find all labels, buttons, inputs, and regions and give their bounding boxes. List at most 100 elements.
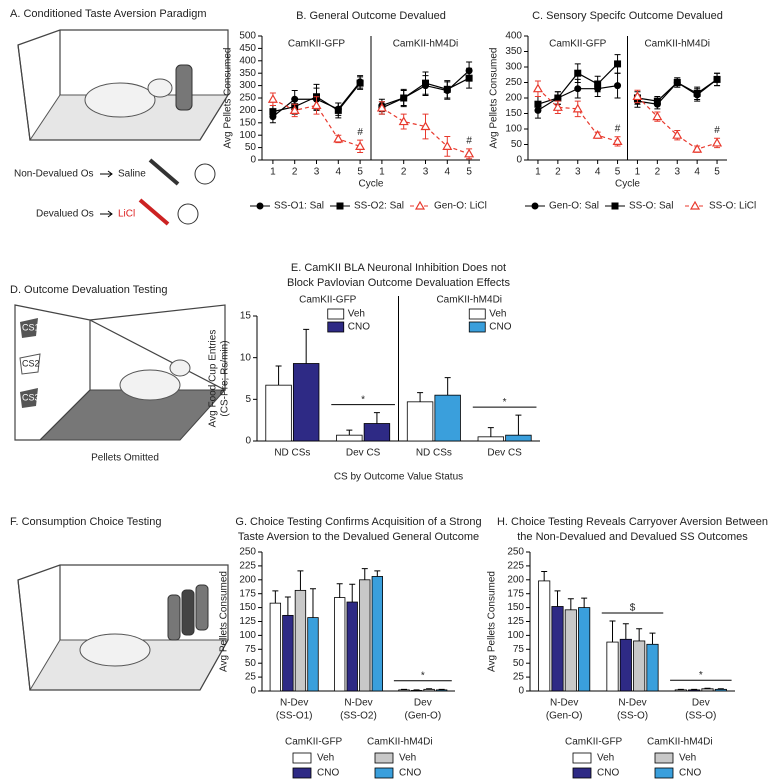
y-tick-label: 50 bbox=[245, 142, 257, 153]
y-tick-label: 175 bbox=[507, 588, 524, 599]
y-tick-label: 5 bbox=[245, 394, 251, 405]
legend-label: SS-O1: Sal bbox=[274, 201, 324, 212]
annotation: $ bbox=[630, 603, 636, 614]
data-point bbox=[357, 80, 364, 87]
panel-title: D. Outcome Devaluation Testing bbox=[10, 284, 168, 296]
chart-title: Block Pavlovian Outcome Devaluation Effe… bbox=[287, 277, 510, 289]
bar bbox=[308, 618, 319, 691]
arrow bbox=[100, 211, 112, 217]
bar bbox=[607, 642, 618, 691]
data-point bbox=[614, 60, 621, 67]
y-tick-label: 200 bbox=[239, 574, 256, 585]
face bbox=[178, 204, 198, 224]
legend-swatch bbox=[328, 322, 344, 332]
error-bar bbox=[414, 690, 420, 691]
legend-swatch bbox=[293, 768, 311, 778]
y-tick-label: 400 bbox=[239, 55, 256, 66]
data-point bbox=[444, 86, 451, 93]
legend-label: Veh bbox=[317, 753, 334, 764]
annotation: # bbox=[615, 123, 621, 134]
bar bbox=[506, 435, 532, 441]
x-tick-label: Dev bbox=[414, 698, 432, 709]
label: Saline bbox=[118, 169, 146, 180]
data-point bbox=[269, 95, 277, 102]
caption: Pellets Omitted bbox=[91, 453, 159, 464]
legend-label: Veh bbox=[348, 309, 365, 320]
face bbox=[195, 164, 215, 184]
error-bar bbox=[691, 689, 697, 690]
label: LiCl bbox=[118, 209, 135, 220]
x-tick-label: (SS-O2) bbox=[340, 711, 377, 722]
bar bbox=[266, 385, 292, 441]
y-tick-label: 125 bbox=[507, 616, 524, 627]
error-bar bbox=[445, 378, 451, 396]
legend-swatch bbox=[573, 768, 591, 778]
bar bbox=[372, 576, 383, 691]
error-bar bbox=[374, 413, 380, 424]
cage-illustration bbox=[18, 565, 228, 690]
data-point bbox=[534, 101, 541, 108]
x-tick-label: (SS-O) bbox=[685, 711, 716, 722]
y-axis-label: Avg Food Cup Entries bbox=[208, 330, 219, 428]
bar bbox=[552, 606, 563, 691]
series-line bbox=[637, 96, 717, 149]
error-bar bbox=[426, 689, 432, 690]
data-point bbox=[714, 76, 721, 83]
legend-label: Veh bbox=[679, 753, 696, 764]
legend-swatch bbox=[655, 768, 673, 778]
panel-label: CamKII-GFP bbox=[549, 39, 607, 50]
panel-label: CamKII-GFP bbox=[288, 39, 346, 50]
y-tick-label: 100 bbox=[505, 124, 522, 135]
data-point bbox=[654, 98, 661, 105]
y-tick-label: 75 bbox=[513, 644, 525, 655]
x-tick-label: 2 bbox=[401, 167, 407, 178]
error-bar bbox=[439, 689, 445, 690]
y-tick-label: 300 bbox=[505, 62, 522, 73]
y-tick-label: 175 bbox=[239, 588, 256, 599]
x-tick-label: 4 bbox=[336, 167, 342, 178]
error-bar bbox=[285, 597, 291, 615]
y-tick-label: 250 bbox=[507, 547, 524, 558]
error-bar bbox=[610, 621, 616, 642]
legend-label: CNO bbox=[399, 768, 421, 779]
cue-label: CS1 bbox=[22, 322, 40, 332]
y-tick-label: 200 bbox=[507, 574, 524, 585]
y-tick-label: 400 bbox=[505, 31, 522, 42]
data-point bbox=[534, 85, 542, 92]
data-point bbox=[335, 107, 342, 114]
x-tick-label: 1 bbox=[635, 167, 641, 178]
legend-marker bbox=[257, 203, 264, 210]
legend-swatch bbox=[655, 753, 673, 763]
bar bbox=[715, 689, 726, 691]
x-tick-label: 3 bbox=[423, 167, 429, 178]
y-tick-label: 225 bbox=[239, 561, 256, 572]
bar bbox=[436, 690, 447, 691]
cage-illustration bbox=[18, 30, 228, 140]
error-bar bbox=[515, 415, 521, 435]
data-point bbox=[594, 81, 601, 88]
x-tick-label: 1 bbox=[535, 167, 541, 178]
legend-label: CNO bbox=[597, 768, 619, 779]
error-bar bbox=[276, 366, 282, 385]
cue-label: CS3 bbox=[22, 392, 40, 402]
error-bar bbox=[488, 428, 494, 437]
legend-label: Veh bbox=[597, 753, 614, 764]
error-bar bbox=[310, 589, 316, 618]
error-bar bbox=[678, 689, 684, 690]
data-point bbox=[269, 108, 276, 115]
legend-header: CamKII-GFP bbox=[565, 737, 623, 748]
panel-label: CamKII-hM4Di bbox=[644, 39, 710, 50]
x-tick-label: 1 bbox=[379, 167, 385, 178]
y-tick-label: 75 bbox=[245, 644, 257, 655]
data-point bbox=[674, 79, 681, 86]
chamber-illustration bbox=[15, 305, 225, 440]
y-tick-label: 0 bbox=[250, 155, 256, 166]
legend-label: CNO bbox=[348, 322, 370, 333]
y-tick-label: 100 bbox=[507, 630, 524, 641]
x-tick-label: 1 bbox=[270, 167, 276, 178]
x-tick-label: 2 bbox=[655, 167, 661, 178]
panel-title: A. Conditioned Taste Aversion Paradigm bbox=[10, 8, 207, 20]
bar bbox=[539, 581, 550, 691]
legend-swatch bbox=[375, 768, 393, 778]
label: Devalued Os bbox=[36, 209, 94, 220]
